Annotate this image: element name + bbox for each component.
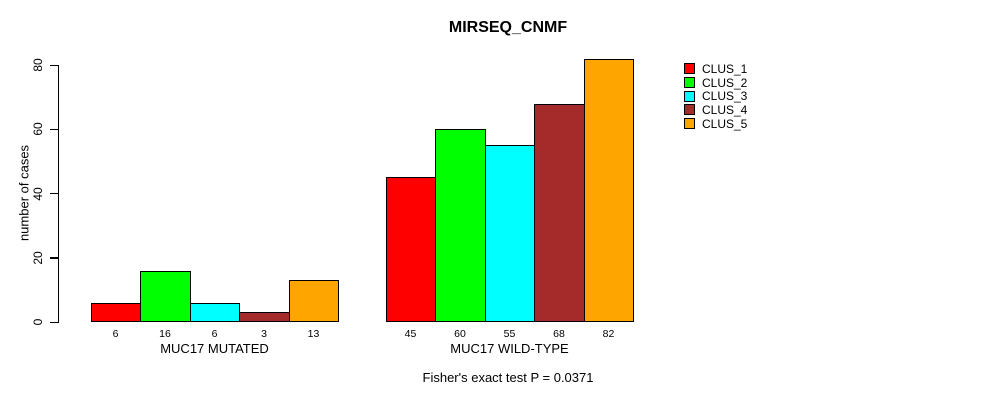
legend-item: CLUS_2: [684, 76, 747, 90]
y-tick: [50, 257, 58, 259]
bar-clus_5-group1: [289, 280, 339, 322]
bar-clus_2-group2: [435, 129, 486, 322]
legend-label: CLUS_5: [702, 116, 748, 131]
bar-value-label: 45: [404, 328, 417, 340]
legend-item: CLUS_5: [684, 117, 747, 131]
bar-clus_3-group1: [190, 303, 240, 322]
legend-label: CLUS_1: [702, 61, 748, 76]
y-tick-label: 0: [31, 318, 45, 326]
legend-swatch-clus_3: [684, 90, 695, 102]
legend-label: CLUS_2: [702, 75, 748, 90]
chart-title: MIRSEQ_CNMF: [448, 19, 568, 36]
fisher-test-annotation: Fisher's exact test P = 0.0371: [422, 370, 594, 385]
y-tick: [50, 193, 58, 195]
y-axis-label: number of cases: [16, 144, 32, 242]
bar-clus_1-group1: [91, 303, 141, 322]
bar-value-label: 6: [211, 328, 218, 340]
group-label: MUC17 MUTATED: [160, 341, 269, 356]
bar-clus_1-group2: [386, 177, 436, 322]
y-tick: [50, 128, 58, 131]
legend-item: CLUS_3: [684, 89, 747, 103]
legend-swatch-clus_1: [684, 63, 695, 75]
bar-value-label: 13: [307, 328, 320, 340]
y-tick: [50, 64, 58, 66]
y-tick: [50, 321, 58, 323]
bar-value-label: 55: [503, 328, 516, 340]
legend-item: CLUS_1: [684, 62, 747, 76]
bar-clus_2-group1: [140, 271, 191, 322]
bar-clus_3-group2: [485, 145, 535, 322]
y-tick-label: 40: [31, 186, 45, 201]
legend: CLUS_1 CLUS_2 CLUS_3 CLUS_4 CLUS_5: [684, 62, 747, 131]
group-label: MUC17 WILD-TYPE: [450, 341, 569, 356]
y-axis-line: [58, 65, 60, 323]
bar-value-label: 6: [112, 328, 119, 340]
legend-swatch-clus_2: [684, 77, 695, 89]
bar-clus_4-group2: [534, 104, 585, 322]
legend-item: CLUS_4: [684, 103, 747, 117]
y-tick-label: 60: [31, 122, 45, 136]
legend-label: CLUS_3: [702, 89, 748, 104]
legend-swatch-clus_5: [684, 118, 695, 130]
y-tick-label: 80: [31, 58, 45, 72]
bar-value-label: 60: [454, 328, 466, 340]
bar-clus_4-group1: [239, 312, 290, 322]
legend-label: CLUS_4: [702, 102, 748, 117]
y-tick-label: 20: [31, 251, 45, 265]
bar-value-label: 82: [602, 328, 615, 340]
legend-swatch-clus_4: [684, 104, 695, 116]
bar-value-label: 68: [553, 328, 565, 340]
bar-clus_5-group2: [584, 59, 634, 322]
bar-value-label: 16: [159, 328, 171, 340]
bar-value-label: 3: [261, 328, 267, 340]
